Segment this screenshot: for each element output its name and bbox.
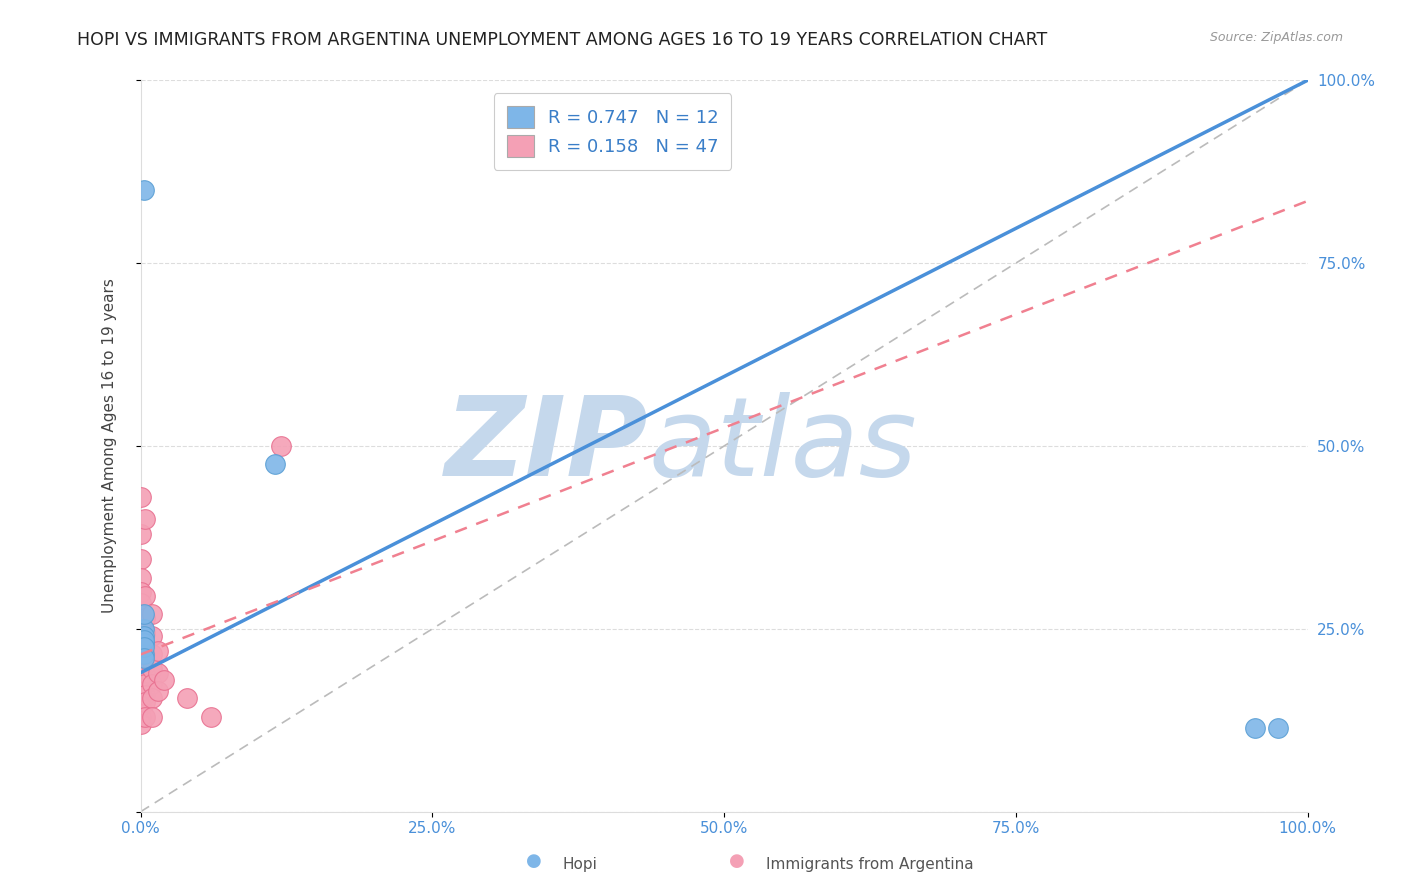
Point: [134, 665, 156, 680]
Y-axis label: Unemployment Among Ages 16 to 19 years: Unemployment Among Ages 16 to 19 years: [103, 278, 117, 614]
Point: [146, 665, 169, 680]
Point: [134, 695, 156, 709]
Point: [141, 691, 163, 706]
Point: [129, 585, 152, 599]
Point: [141, 662, 163, 676]
Text: HOPI VS IMMIGRANTS FROM ARGENTINA UNEMPLOYMENT AMONG AGES 16 TO 19 YEARS CORRELA: HOPI VS IMMIGRANTS FROM ARGENTINA UNEMPL…: [77, 31, 1047, 49]
Point: [134, 589, 156, 603]
Point: [141, 648, 163, 662]
Point: [134, 648, 156, 662]
Point: [263, 457, 285, 471]
Point: [132, 648, 155, 662]
Point: [134, 709, 156, 723]
Text: ●: ●: [526, 852, 541, 870]
Text: ZIP: ZIP: [444, 392, 648, 500]
Point: [132, 632, 155, 647]
Point: [129, 629, 152, 643]
Point: [129, 717, 152, 731]
Point: [129, 709, 152, 723]
Point: [134, 688, 156, 702]
Point: [132, 183, 155, 197]
Text: Source: ZipAtlas.com: Source: ZipAtlas.com: [1209, 31, 1343, 45]
Point: [132, 640, 155, 655]
Point: [129, 571, 152, 585]
Point: [129, 607, 152, 622]
Point: [134, 512, 156, 526]
Legend: R = 0.747   N = 12, R = 0.158   N = 47: R = 0.747 N = 12, R = 0.158 N = 47: [494, 93, 731, 169]
Point: [134, 658, 156, 673]
Point: [270, 439, 292, 453]
Point: [129, 676, 152, 690]
Point: [129, 684, 152, 698]
Point: [132, 622, 155, 636]
Point: [129, 691, 152, 706]
Text: Immigrants from Argentina: Immigrants from Argentina: [766, 857, 974, 872]
Point: [134, 640, 156, 655]
Point: [146, 644, 169, 658]
Point: [129, 552, 152, 566]
Point: [132, 607, 155, 622]
Point: [134, 676, 156, 690]
Point: [1244, 721, 1267, 735]
Point: [129, 636, 152, 650]
Text: atlas: atlas: [648, 392, 917, 500]
Point: [129, 526, 152, 541]
Point: [176, 691, 198, 706]
Point: [200, 709, 222, 723]
Point: [129, 669, 152, 683]
Point: [134, 625, 156, 640]
Point: [129, 651, 152, 665]
Point: [129, 644, 152, 658]
Point: [141, 607, 163, 622]
Text: ●: ●: [730, 852, 745, 870]
Point: [132, 651, 155, 665]
Point: [141, 676, 163, 690]
Point: [141, 629, 163, 643]
Point: [129, 618, 152, 632]
Point: [146, 684, 169, 698]
Point: [129, 662, 152, 676]
Point: [153, 673, 176, 687]
Point: [141, 709, 163, 723]
Point: [129, 658, 152, 673]
Point: [1267, 721, 1289, 735]
Point: [132, 629, 155, 643]
Text: Hopi: Hopi: [562, 857, 598, 872]
Point: [129, 490, 152, 504]
Point: [132, 636, 155, 650]
Point: [134, 611, 156, 625]
Point: [129, 698, 152, 713]
Point: [129, 596, 152, 610]
